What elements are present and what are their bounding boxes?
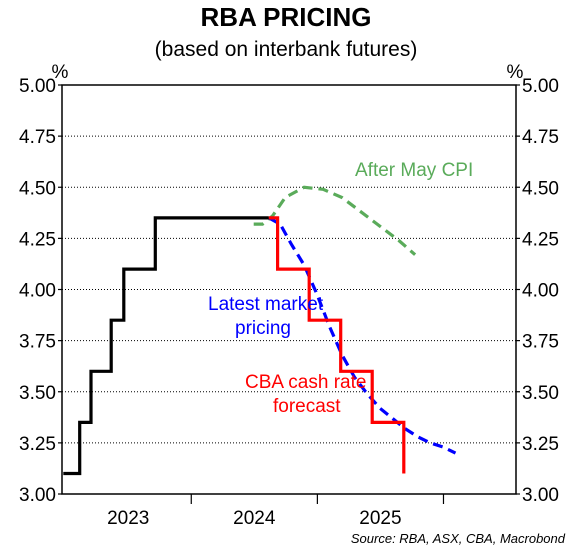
- y-tick-label-left: 3.00: [19, 485, 56, 506]
- plot-frame: [61, 84, 517, 495]
- y-tick-label-left: 4.00: [19, 281, 56, 302]
- x-tick-labels: 2023 2024 2025: [107, 508, 402, 529]
- y-tick-label-left: 4.25: [19, 229, 56, 250]
- y-tick-label-right: 3.50: [522, 383, 559, 404]
- y-tick-label-left: 5.00: [19, 76, 56, 97]
- x-tick-label-2025: 2025: [359, 508, 401, 529]
- y-tick-label-right: 4.25: [522, 229, 559, 250]
- y-tick-label-left: 3.25: [19, 434, 56, 455]
- annotation-after-may-cpi: After May CPI: [355, 160, 473, 181]
- y-unit-left: %: [52, 62, 69, 83]
- y-tick-label-right: 3.00: [522, 485, 559, 506]
- chart-subtitle: (based on interbank futures): [155, 38, 418, 61]
- series-line-0: [63, 216, 269, 476]
- chart-title: RBA PRICING: [201, 2, 372, 32]
- y-tick-label-left: 4.75: [19, 127, 56, 148]
- x-tick-label-2023: 2023: [107, 508, 149, 529]
- y-tick-label-right: 5.00: [522, 76, 559, 97]
- annotation-latest-market: Latest market: [208, 294, 324, 315]
- y-tick-label-right: 3.25: [522, 434, 559, 455]
- series-line-1: [268, 216, 406, 474]
- y-tick-label-left: 3.50: [19, 383, 56, 404]
- x-tick-label-2024: 2024: [233, 508, 276, 529]
- y-unit-right: %: [507, 62, 524, 83]
- y-tick-label-right: 3.75: [522, 332, 559, 353]
- y-tick-label-right: 4.75: [522, 127, 559, 148]
- y-tick-labels: 5.00 5.00 4.75 4.75 4.50 4.50 4.25 4.25 4.00 4.00…: [19, 76, 559, 506]
- source-note: Source: RBA, ASX, CBA, Macrobond: [351, 531, 566, 546]
- series-layer: [63, 185, 457, 476]
- annotation-cba-cash-rate: CBA cash rate: [245, 372, 366, 393]
- y-tick-label-left: 3.75: [19, 332, 56, 353]
- annotation-forecast: forecast: [273, 396, 341, 417]
- series-line-2: [268, 216, 457, 455]
- y-tick-label-left: 4.50: [19, 178, 56, 199]
- y-tick-label-right: 4.00: [522, 281, 559, 302]
- y-tick-label-right: 4.50: [522, 178, 559, 199]
- annotation-pricing: pricing: [235, 318, 291, 339]
